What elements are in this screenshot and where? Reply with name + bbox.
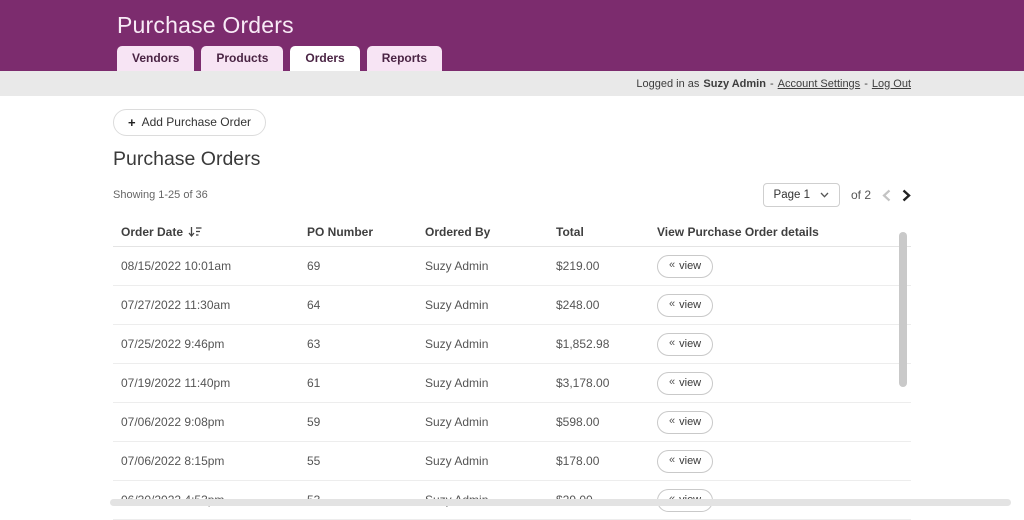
double-left-arrow-icon: « (669, 454, 676, 466)
view-button[interactable]: « view (657, 293, 714, 317)
po-number-cell: 59 (307, 415, 321, 429)
chevron-left-icon (882, 189, 891, 201)
column-total[interactable]: Total (556, 224, 584, 239)
ordered-by-cell: Suzy Admin (425, 415, 489, 429)
view-cell: « view (657, 410, 911, 434)
total-cell: $178.00 (556, 454, 600, 468)
account-settings-link[interactable]: Account Settings (777, 77, 861, 90)
page-title: Purchase Orders (113, 148, 261, 170)
total-cell: $248.00 (556, 298, 600, 312)
scrollbar-thumb[interactable] (899, 232, 907, 387)
logged-in-label: Logged in as (636, 77, 700, 90)
page-select[interactable]: Page 1 (762, 183, 840, 207)
logged-in-user: Suzy Admin (703, 77, 766, 90)
table-row: 07/19/2022 11:40pm 61 Suzy Admin $3,178.… (113, 364, 911, 403)
double-left-arrow-icon: « (669, 337, 676, 349)
order-date-cell: 07/27/2022 11:30am (121, 298, 231, 312)
view-button[interactable]: « view (657, 371, 714, 395)
ordered-by-cell: Suzy Admin (425, 259, 489, 273)
table-row: 07/25/2022 9:46pm 63 Suzy Admin $1,852.9… (113, 325, 911, 364)
page-of-label: of 2 (850, 188, 871, 202)
po-number-cell: 61 (307, 376, 321, 390)
view-cell: « view (657, 254, 911, 278)
log-out-link[interactable]: Log Out (871, 77, 911, 90)
view-button[interactable]: « view (657, 449, 714, 473)
table-row: 08/15/2022 10:01am 69 Suzy Admin $219.00… (113, 247, 911, 286)
column-ordered-by[interactable]: Ordered By (425, 224, 491, 239)
purchase-orders-table: Order Date PO Number Ordered By Total Vi… (113, 217, 911, 520)
order-date-cell: 07/19/2022 11:40pm (121, 376, 231, 390)
chevron-right-icon (902, 189, 911, 201)
ordered-by-cell: Suzy Admin (425, 337, 489, 351)
sort-descending-icon (188, 226, 202, 237)
double-left-arrow-icon: « (669, 415, 676, 427)
ordered-by-cell: Suzy Admin (425, 298, 489, 312)
main-content: + Add Purchase Order Purchase Orders Sho… (113, 96, 911, 520)
order-date-cell: 07/25/2022 9:46pm (121, 337, 225, 351)
separator: - (769, 77, 774, 90)
table-header-row: Order Date PO Number Ordered By Total Vi… (113, 217, 911, 247)
chevron-down-icon (820, 192, 829, 198)
app-title: Purchase Orders (117, 12, 294, 38)
plus-icon: + (128, 114, 136, 130)
view-cell: « view (657, 449, 911, 473)
main-nav: Vendors Products Orders Reports (117, 46, 443, 71)
po-number-cell: 69 (307, 259, 321, 273)
double-left-arrow-icon: « (669, 259, 676, 271)
account-bar: Logged in as Suzy Admin - Account Settin… (0, 71, 1024, 96)
list-meta: Showing 1-25 of 36 Page 1 of 2 (113, 182, 911, 208)
table-vertical-scrollbar[interactable] (899, 232, 907, 520)
total-cell: $3,178.00 (556, 376, 610, 390)
po-number-cell: 64 (307, 298, 321, 312)
total-cell: $1,852.98 (556, 337, 610, 351)
tab-products[interactable]: Products (201, 46, 284, 71)
separator: - (864, 77, 868, 90)
view-button[interactable]: « view (657, 332, 714, 356)
total-cell: $219.00 (556, 259, 600, 273)
table-row: 07/06/2022 9:08pm 59 Suzy Admin $598.00 … (113, 403, 911, 442)
order-date-cell: 07/06/2022 9:08pm (121, 415, 225, 429)
pagination: Page 1 of 2 (762, 183, 911, 207)
column-order-date[interactable]: Order Date (121, 225, 307, 239)
tab-reports[interactable]: Reports (366, 46, 443, 71)
showing-count: Showing 1-25 of 36 (113, 189, 208, 201)
add-purchase-order-button[interactable]: + Add Purchase Order (113, 109, 266, 136)
add-purchase-order-label: Add Purchase Order (141, 115, 251, 129)
view-button[interactable]: « view (657, 254, 714, 278)
page-select-value: Page 1 (773, 189, 810, 201)
table-body: 08/15/2022 10:01am 69 Suzy Admin $219.00… (113, 247, 911, 520)
tab-orders[interactable]: Orders (290, 46, 360, 71)
next-page-button[interactable] (902, 189, 911, 202)
page-horizontal-scrollbar[interactable] (110, 499, 1011, 506)
view-cell: « view (657, 371, 911, 395)
view-button[interactable]: « view (657, 410, 714, 434)
po-number-cell: 63 (307, 337, 321, 351)
table-row: 07/27/2022 11:30am 64 Suzy Admin $248.00… (113, 286, 911, 325)
column-po-number[interactable]: PO Number (307, 224, 374, 239)
view-cell: « view (657, 293, 911, 317)
ordered-by-cell: Suzy Admin (425, 454, 489, 468)
app-header: Purchase Orders Vendors Products Orders … (0, 0, 1024, 71)
po-number-cell: 55 (307, 454, 321, 468)
order-date-cell: 07/06/2022 8:15pm (121, 454, 225, 468)
column-view-details: View Purchase Order details (657, 224, 819, 239)
prev-page-button[interactable] (882, 189, 891, 202)
table-row: 07/06/2022 8:15pm 55 Suzy Admin $178.00 … (113, 442, 911, 481)
double-left-arrow-icon: « (669, 298, 676, 310)
tab-vendors[interactable]: Vendors (117, 46, 195, 71)
total-cell: $598.00 (556, 415, 600, 429)
ordered-by-cell: Suzy Admin (425, 376, 489, 390)
view-cell: « view (657, 332, 911, 356)
double-left-arrow-icon: « (669, 376, 676, 388)
order-date-cell: 08/15/2022 10:01am (121, 259, 232, 273)
